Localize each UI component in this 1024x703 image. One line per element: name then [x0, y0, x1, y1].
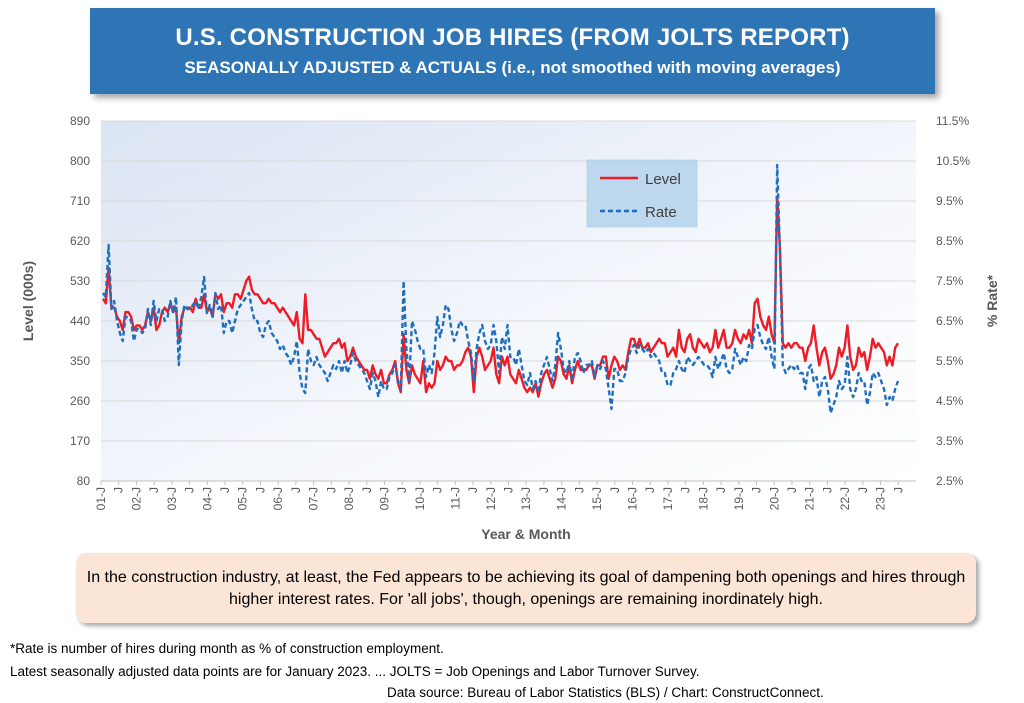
- legend-rate-label: Rate: [645, 204, 677, 221]
- y-tick-label: 440: [70, 314, 90, 328]
- legend: Level Rate: [586, 159, 698, 228]
- x-tick-label: 08-J: [342, 487, 356, 510]
- x-tick-label: 20-J: [767, 487, 781, 510]
- x-axis-label: Year & Month: [481, 526, 570, 542]
- y-tick-label: 800: [70, 154, 90, 168]
- x-tick-label: J: [856, 487, 870, 493]
- series-rate-line: [102, 163, 900, 415]
- x-tick-label: J: [112, 487, 126, 493]
- y-tick-label: 170: [70, 434, 90, 448]
- right-axis-ticks: 11.5% 10.5% 9.5% 8.5% 7.5% 6.5% 5.5% 4.5% 3.5% 2.…: [936, 114, 970, 488]
- x-tick-label: 16-J: [626, 487, 640, 510]
- x-tick-label: 14-J: [555, 487, 569, 510]
- x-tick-label: J: [502, 487, 516, 493]
- x-tick-label: 09-J: [377, 487, 391, 510]
- x-tick-label: 17-J: [661, 487, 675, 510]
- x-tick-label: 01-J: [94, 487, 108, 510]
- footnote-latest: Latest seasonally adjusted data points a…: [10, 664, 700, 679]
- left-axis-ticks: 890 800 710 620 530 440 350 260 170 80: [70, 114, 90, 488]
- x-tick-label: 10-J: [413, 487, 427, 510]
- y2-tick-label: 10.5%: [936, 154, 970, 168]
- x-axis-ticks: 01-J J 02-J J 03-J J 04-J J 05-J J 06-J J 07-J J 08-J J…: [94, 481, 905, 510]
- y2-tick-label: 11.5%: [936, 114, 969, 128]
- y2-tick-label: 4.5%: [936, 394, 964, 408]
- y-tick-label: 260: [70, 394, 90, 408]
- x-tick-label: J: [218, 487, 232, 493]
- title-banner: U.S. CONSTRUCTION JOB HIRES (FROM JOLTS …: [90, 8, 935, 94]
- x-tick-label: J: [360, 487, 374, 493]
- y-tick-label: 890: [70, 114, 90, 128]
- x-tick-label: 06-J: [271, 487, 285, 510]
- x-tick-label: J: [324, 487, 338, 493]
- series-lines: [101, 163, 900, 415]
- x-tick-label: 04-J: [200, 487, 214, 510]
- y2-tick-label: 2.5%: [936, 474, 964, 488]
- chart: 890 800 710 620 530 440 350 260 170 80 11.5% 10.5%…: [20, 114, 1000, 542]
- chart-subtitle: SEASONALLY ADJUSTED & ACTUALS (i.e., not…: [184, 58, 841, 77]
- x-tick-label: J: [785, 487, 799, 493]
- y-axis-label: Level (000s): [20, 261, 36, 341]
- y2-tick-label: 9.5%: [936, 194, 964, 208]
- x-tick-label: 12-J: [484, 487, 498, 510]
- x-tick-label: 03-J: [165, 487, 179, 510]
- y-tick-label: 620: [70, 234, 90, 248]
- x-tick-label: J: [608, 487, 622, 493]
- y-tick-label: 710: [70, 194, 90, 208]
- x-tick-label: 23-J: [874, 487, 888, 510]
- x-tick-label: J: [891, 487, 905, 493]
- chart-title: U.S. CONSTRUCTION JOB HIRES (FROM JOLTS …: [175, 24, 850, 51]
- data-source: Data source: Bureau of Labor Statistics …: [387, 685, 824, 700]
- footnote-rate: *Rate is number of hires during month as…: [10, 641, 444, 656]
- x-tick-label: J: [395, 487, 409, 493]
- x-tick-label: 13-J: [519, 487, 533, 510]
- x-tick-label: J: [714, 487, 728, 493]
- x-tick-label: J: [572, 487, 586, 493]
- x-tick-label: 07-J: [307, 487, 321, 510]
- x-tick-label: 05-J: [236, 487, 250, 510]
- x-tick-label: J: [820, 487, 834, 493]
- x-tick-label: J: [537, 487, 551, 493]
- x-tick-label: 15-J: [590, 487, 604, 510]
- x-tick-label: 22-J: [838, 487, 852, 510]
- legend-level-label: Level: [645, 171, 681, 188]
- x-tick-label: 21-J: [803, 487, 817, 510]
- x-tick-label: J: [147, 487, 161, 493]
- x-tick-label: J: [679, 487, 693, 493]
- x-tick-label: 18-J: [696, 487, 710, 510]
- y2-tick-label: 7.5%: [936, 274, 964, 288]
- commentary-box: In the construction industry, at least, …: [76, 553, 976, 623]
- x-tick-label: 02-J: [129, 487, 143, 510]
- legend-box: [586, 159, 698, 228]
- y-tick-label: 350: [70, 354, 90, 368]
- x-tick-label: J: [289, 487, 303, 493]
- y2-tick-label: 8.5%: [936, 234, 964, 248]
- x-tick-label: J: [466, 487, 480, 493]
- y2-axis-label: % Rate*: [984, 274, 1000, 327]
- y2-tick-label: 3.5%: [936, 434, 964, 448]
- x-tick-label: J: [183, 487, 197, 493]
- y2-tick-label: 6.5%: [936, 314, 964, 328]
- x-tick-label: J: [253, 487, 267, 493]
- x-tick-label: J: [643, 487, 657, 493]
- x-tick-label: J: [750, 487, 764, 493]
- y-tick-label: 530: [70, 274, 90, 288]
- y2-tick-label: 5.5%: [936, 354, 964, 368]
- x-tick-label: 19-J: [732, 487, 746, 510]
- x-tick-label: 11-J: [448, 487, 462, 509]
- y-tick-label: 80: [77, 474, 91, 488]
- series-level-line: [101, 195, 900, 398]
- x-tick-label: J: [431, 487, 445, 493]
